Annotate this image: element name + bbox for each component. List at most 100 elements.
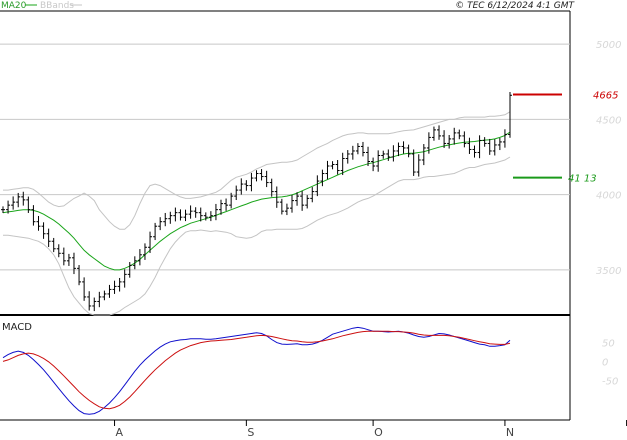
ohlc-bar [51,237,56,253]
ohlc-bar [421,144,426,166]
bband-lower [3,156,511,316]
ohlc-bar [381,150,386,159]
macd-y-tick-label: 50 [602,339,615,350]
ohlc-bar [482,137,487,147]
legend-bbands: BBands [40,1,74,11]
ohlc-bar [371,157,376,172]
ohlc-bar [213,203,218,221]
ohlc-bar [66,253,71,266]
ohlc-bar [295,192,300,206]
ohlc-bar [416,154,421,177]
ohlc-bar [92,297,97,312]
ohlc-bar [142,243,147,260]
price-gridlines [0,43,570,271]
ohlc-bars [1,91,512,312]
ohlc-bar [508,91,512,138]
ohlc-bar [31,205,36,226]
ma20-series [2,131,511,271]
macd-series [2,326,511,415]
ohlc-bar [249,172,254,192]
ohlc-bar [437,125,442,140]
ohlc-bar [163,212,168,227]
bband-upper [3,111,511,230]
ohlc-bar [462,131,467,148]
ohlc-bar [259,169,264,181]
macd-y-tick-label: 0 [602,357,608,368]
macd-panel: MACD 50 0 -50 [0,315,618,421]
ohlc-bar [396,142,401,157]
y-tick-label: 4500 [596,115,621,126]
ohlc-bar [305,195,310,209]
ohlc-bar [229,192,234,209]
ohlc-bar [497,138,502,151]
ohlc-bar [345,150,350,164]
ohlc-bar [244,180,249,191]
ohlc-bar [224,198,229,211]
ohlc-bar [426,132,431,154]
ohlc-bar [401,141,406,154]
ohlc-bar [203,212,208,221]
ohlc-bar [26,196,31,213]
macd-lines [2,326,511,415]
ohlc-bar [148,231,153,253]
macd-y-axis: 50 0 -50 [602,339,618,388]
ohlc-bar [107,284,112,298]
price-levels: 4665 41 13 [513,91,618,185]
ohlc-bar [234,185,239,201]
x-tick-label: S [247,426,254,439]
y-tick-label: 4000 [596,191,621,202]
ohlc-bar [457,129,462,140]
ohlc-bar [442,130,447,148]
ohlc-bar [77,265,82,286]
ohlc-bar [36,215,41,231]
ohlc-bar [87,291,92,311]
ohlc-bar [431,126,436,141]
ohlc-bar [97,291,102,308]
ohlc-bar [102,290,107,301]
ohlc-bar [502,129,507,148]
ohlc-bar [208,211,213,222]
ohlc-bar [56,244,61,258]
ohlc-bar [153,222,158,241]
ohlc-bar [310,187,315,203]
bollinger-bands [3,111,511,316]
ohlc-bar [46,228,51,247]
ohlc-bar [122,269,127,288]
x-tick-label: N [506,426,514,439]
ohlc-bar [411,149,416,176]
ohlc-bar [320,169,325,187]
ohlc-bar [487,138,492,155]
ohlc-bar [264,170,269,188]
ohlc-bar [1,206,5,213]
ohlc-bar [117,277,122,292]
source-timestamp: © TEC 6/12/2024 4:1 GMT [455,1,575,11]
ohlc-bar [71,252,76,275]
y-tick-label: 3500 [596,266,621,277]
ohlc-bar [254,170,259,182]
price-panel: 5000 4500 4000 3500 4665 41 13 [0,10,621,316]
ohlc-bar [376,150,381,172]
ohlc-bar [6,200,11,214]
legend-ma20: MA20 [1,1,27,11]
ohlc-bar [183,209,188,222]
ohlc-bar [330,161,335,170]
ohlc-bar [284,203,289,216]
support-label: 41 13 [568,174,597,185]
ohlc-bar [127,262,132,278]
ohlc-bar [21,191,26,206]
macd-title: MACD [2,322,32,333]
ohlc-bar [219,199,224,215]
ohlc-bar [132,256,137,270]
ohlc-bar [477,135,482,159]
ohlc-bar [269,178,274,197]
ohlc-bar [335,159,340,175]
ohlc-bar [11,196,16,210]
ohlc-bar [61,247,66,266]
ohlc-bar [386,149,391,161]
ohlc-bar [16,192,21,208]
ohlc-bar [355,143,360,155]
y-tick-label: 5000 [596,40,621,51]
ohlc-bar [137,249,142,266]
